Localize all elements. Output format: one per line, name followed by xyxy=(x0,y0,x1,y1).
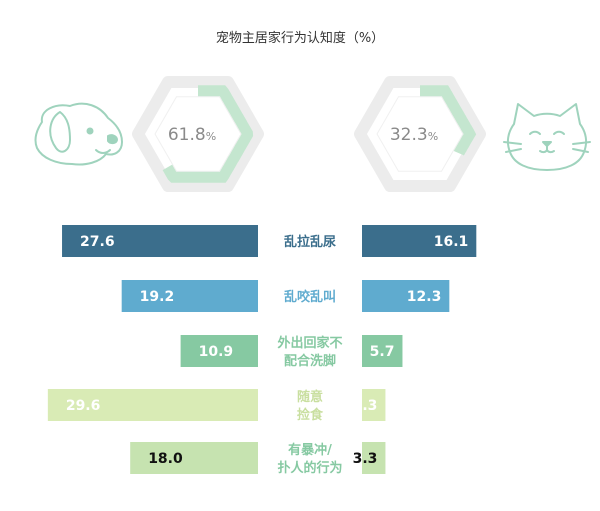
gauge-dog: 61.8% xyxy=(132,76,264,192)
gauge-arc xyxy=(420,85,477,156)
bar-cat-label: 16.1 xyxy=(434,234,469,250)
category-label: 乱拉乱尿 xyxy=(284,234,336,250)
bar-dog xyxy=(121,280,259,312)
gauge-value: 61.8% xyxy=(168,125,216,145)
bar-cat-label: 3.3 xyxy=(353,398,378,414)
row-1: 19.2 12.3 乱咬乱叫 xyxy=(121,280,450,312)
gauge-cat: 32.3% xyxy=(354,76,486,192)
category-label: 捡食 xyxy=(297,407,324,423)
category-label: 扑人的行为 xyxy=(277,460,342,476)
gauge-inner xyxy=(154,96,242,172)
bar-cat-label: 12.3 xyxy=(407,289,442,305)
bar-cat-label: 5.7 xyxy=(370,344,395,360)
gauge-arc xyxy=(162,85,254,183)
bar-cat-label: 3.3 xyxy=(353,451,378,467)
row-4: 18.0 3.3 有暴冲/扑人的行为 xyxy=(130,442,386,476)
row-0: 27.6 16.1 乱拉乱尿 xyxy=(62,225,477,257)
bar-dog-label: 29.6 xyxy=(66,398,101,414)
chart-title: 宠物主居家行为认知度（%） xyxy=(216,30,384,46)
bar-dog xyxy=(180,335,258,367)
gauge-unit: % xyxy=(428,130,438,143)
category-label: 乱咬乱叫 xyxy=(284,289,336,305)
bar-dog xyxy=(130,442,258,474)
bar-dog xyxy=(62,225,258,257)
gauge-inner xyxy=(376,96,464,172)
category-label: 外出回家不 xyxy=(276,335,342,351)
gauge-frame xyxy=(354,76,486,192)
summary-gauges: 61.8% 32.3% xyxy=(132,76,486,192)
bar-cat xyxy=(362,442,386,474)
bar-dog-label: 10.9 xyxy=(199,344,234,360)
bar-cat xyxy=(362,225,477,257)
bars: 27.6 16.1 乱拉乱尿 19.2 12.3 乱咬乱叫 10.9 5.7 外出回家不配合洗脚… xyxy=(47,225,477,476)
category-label: 配合洗脚 xyxy=(284,353,336,369)
gauge-frame xyxy=(132,76,264,192)
bar-dog-label: 18.0 xyxy=(148,451,183,467)
cat-icon xyxy=(503,103,591,171)
gauge-unit: % xyxy=(206,130,216,143)
bar-cat xyxy=(362,389,386,421)
category-label: 随意 xyxy=(297,389,323,405)
dog-icon xyxy=(34,102,123,166)
bar-dog xyxy=(47,389,259,421)
category-label: 有暴冲/ xyxy=(288,442,332,458)
gauge-value: 32.3% xyxy=(390,125,438,145)
bar-cat xyxy=(362,280,450,312)
bar-dog-label: 27.6 xyxy=(80,234,115,250)
bar-dog-label: 19.2 xyxy=(140,289,175,305)
bar-cat xyxy=(362,335,403,367)
